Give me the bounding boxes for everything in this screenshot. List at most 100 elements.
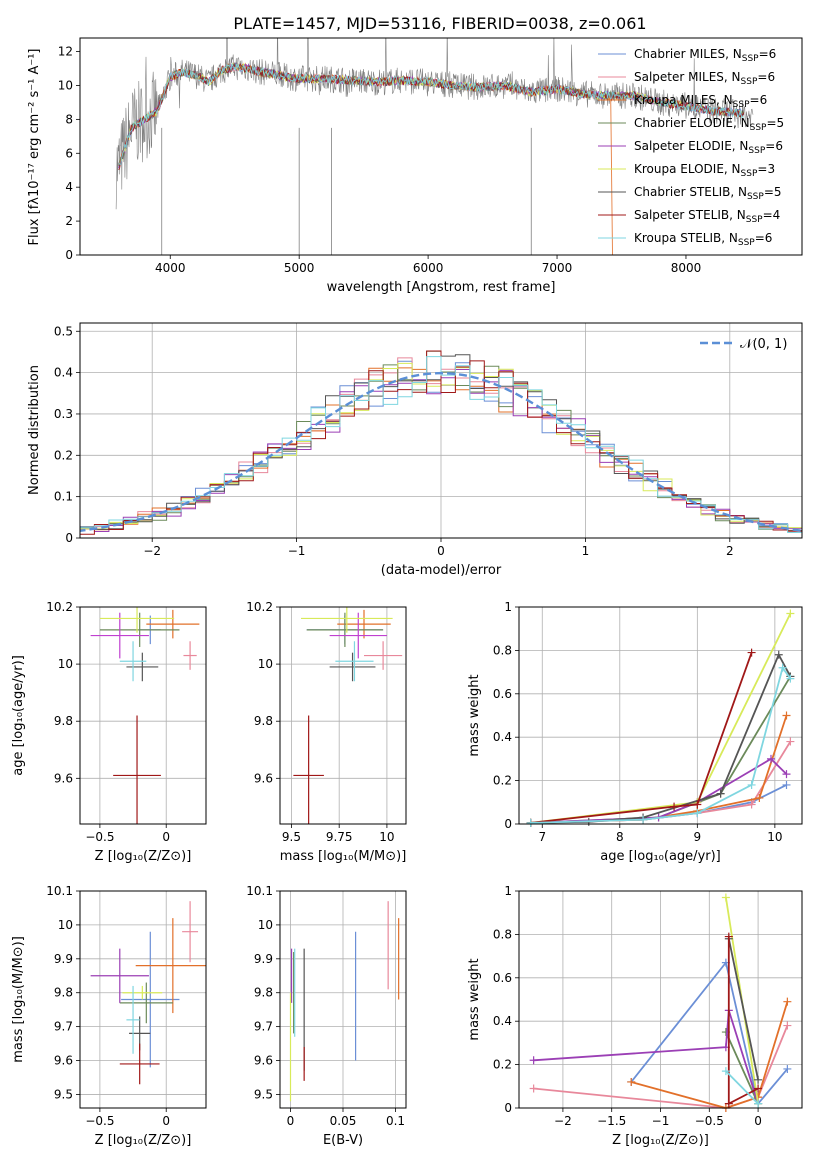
massweight-vs-metallicity-panel: −2 −1.5 −1 −0.5 0 0 0.2 0.4 0.6 0.8 1 Z [log₁₀(Z/Z⊙… — [467, 884, 803, 1148]
data-marker — [774, 650, 783, 659]
x-tick-label: 9.5 — [282, 830, 301, 844]
y-tick-label: 0.4 — [493, 730, 512, 744]
y-tick-label: 0.4 — [54, 366, 73, 380]
x-tick-label: 0 — [754, 1114, 762, 1128]
histogram-steps — [80, 350, 802, 537]
legend-entry: Kroupa ELODIE, NSSP=3 — [634, 162, 775, 179]
y-tick-label: 10.1 — [46, 884, 73, 898]
data-marker — [747, 648, 756, 657]
y-tick-label: 9.9 — [54, 952, 73, 966]
data-marker — [786, 609, 795, 618]
data-marker — [693, 809, 702, 818]
plot-frame — [79, 606, 207, 825]
data-marker — [724, 932, 733, 941]
legend-suffix: =6 — [759, 47, 777, 61]
x-tick-label: 7 — [538, 830, 546, 844]
x-tick-label: 5000 — [284, 261, 315, 275]
legend-label: Salpeter ELODIE, N — [634, 139, 748, 153]
y-tick-label: 0.8 — [493, 643, 512, 657]
legend-subscript: SSP — [741, 77, 758, 87]
data-marker — [783, 997, 792, 1006]
x-tick-label: 10 — [767, 830, 782, 844]
y-tick-label: 10 — [58, 78, 73, 92]
data-marker — [529, 1056, 538, 1065]
y-tick-label: 0.5 — [54, 324, 73, 338]
y-tick-label: 10 — [258, 918, 273, 932]
mass-weight-line — [530, 652, 792, 824]
legend-entry: Kroupa STELIB, NSSP=6 — [634, 231, 772, 248]
x-tick-label: 7000 — [542, 261, 573, 275]
x-tick-label: −0.5 — [695, 1114, 724, 1128]
x-axis-label: (data-model)/error — [381, 563, 502, 578]
x-axis-label: E(B-V) — [323, 1133, 363, 1148]
x-axis-label: age [log₁₀(age/yr)] — [600, 849, 721, 864]
x-tick-label: 0 — [287, 1114, 295, 1128]
x-axis-label: Z [log₁₀(Z/Z⊙)] — [95, 1133, 192, 1148]
x-tick-label: 8 — [616, 830, 624, 844]
legend-suffix: =6 — [750, 93, 768, 107]
legend-suffix: =6 — [755, 231, 773, 245]
legend-label: Kroupa MILES, N — [634, 93, 733, 107]
x-tick-label: 10 — [379, 830, 394, 844]
y-tick-label: 1 — [504, 600, 512, 614]
data-marker — [778, 663, 787, 672]
error-bars — [289, 901, 400, 1102]
x-axis-label: Z [log₁₀(Z/Z⊙)] — [612, 1133, 709, 1148]
x-tick-label: 4000 — [155, 261, 186, 275]
residuals-panel: 𝒩(0, 1) −2 −1 0 1 2 0 0.1 0.2 0.3 0.4 0.5 (data-mode… — [27, 322, 803, 578]
x-tick-label: 2 — [726, 544, 734, 558]
data-marker — [782, 780, 791, 789]
data-marker — [755, 793, 764, 802]
mass-weight-line — [725, 1070, 759, 1105]
y-tick-label: 9.8 — [254, 714, 273, 728]
x-tick-label: −1 — [652, 1114, 670, 1128]
y-tick-label: 9.9 — [254, 952, 273, 966]
gaussian-reference-curve — [80, 371, 802, 533]
legend-label: Kroupa STELIB, N — [634, 231, 738, 245]
x-tick-label: −2 — [143, 544, 161, 558]
plot-frame — [79, 37, 803, 256]
y-tick-label: 0.1 — [54, 490, 73, 504]
x-tick-label: −0.5 — [85, 1114, 114, 1128]
data-marker — [766, 754, 775, 763]
x-tick-label: −1.5 — [597, 1114, 626, 1128]
x-tick-label: 1 — [582, 544, 590, 558]
y-axis-label: mass weight — [467, 958, 482, 1040]
legend-suffix: =4 — [763, 208, 781, 222]
y-tick-label: 0 — [504, 1101, 512, 1115]
data-marker — [724, 1099, 733, 1108]
data-marker — [782, 711, 791, 720]
mass-weight-line — [727, 938, 759, 1080]
legend-suffix: =6 — [765, 139, 783, 153]
data-marker — [627, 1077, 636, 1086]
legend-entry: Salpeter STELIB, NSSP=4 — [634, 208, 780, 225]
data-marker — [529, 1084, 538, 1093]
data-marker — [754, 1075, 763, 1084]
mass-vs-ebv-panel: 0 0.05 0.1 9.5 9.6 9.7 9.8 9.9 10 10.1 E(B-V) — [246, 884, 407, 1148]
legend-label: Chabrier STELIB, N — [634, 185, 747, 199]
legend-label: Salpeter STELIB, N — [634, 208, 746, 222]
y-tick-label: 0 — [504, 817, 512, 831]
legend-label: Chabrier ELODIE, N — [634, 116, 750, 130]
y-tick-label: 0.8 — [493, 927, 512, 941]
legend-entry: Kroupa MILES, NSSP=6 — [634, 93, 767, 110]
plot-frame — [518, 606, 803, 825]
legend-entry: Chabrier MILES, NSSP=6 — [634, 47, 776, 64]
x-tick-label: 0.05 — [330, 1114, 357, 1128]
y-tick-label: 0.2 — [493, 1058, 512, 1072]
y-tick-label: 9.6 — [54, 1054, 73, 1068]
plot-frame — [279, 606, 407, 825]
legend-suffix: =5 — [764, 185, 782, 199]
data-marker — [526, 818, 535, 827]
error-bars — [90, 901, 206, 1085]
legend-entry: 𝒩(0, 1) — [740, 337, 787, 352]
mass-weight-line — [530, 665, 792, 824]
y-tick-label: 10.2 — [246, 600, 273, 614]
data-marker — [747, 780, 756, 789]
legend-subscript: SSP — [750, 123, 767, 133]
data-marker — [693, 800, 702, 809]
y-tick-label: 9.5 — [254, 1087, 273, 1101]
y-tick-label: 8 — [65, 112, 73, 126]
data-marker — [721, 1067, 730, 1076]
